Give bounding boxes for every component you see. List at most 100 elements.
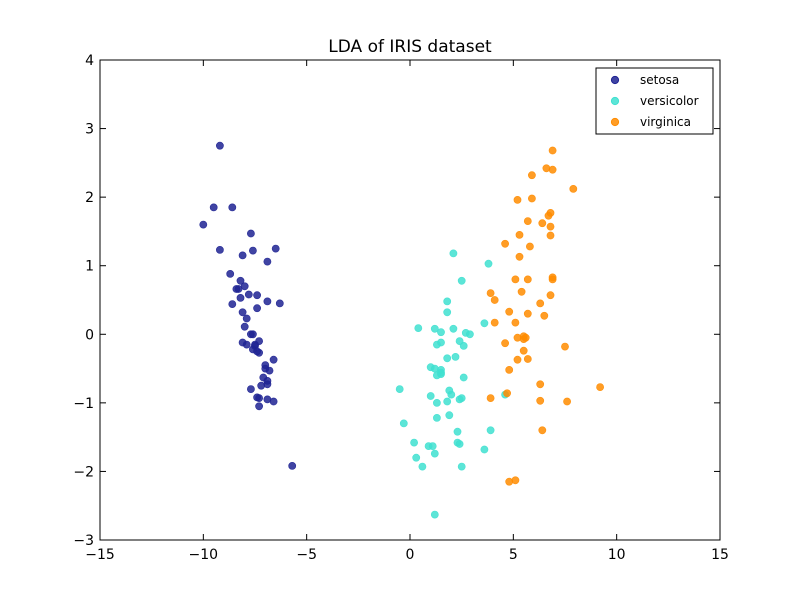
point-versicolor: [399, 419, 408, 428]
point-versicolor: [443, 397, 452, 406]
point-virginica: [546, 231, 555, 240]
x-tick-label: 10: [608, 547, 626, 563]
point-virginica: [513, 195, 522, 204]
point-virginica: [511, 318, 520, 327]
point-virginica: [519, 332, 528, 341]
point-setosa: [238, 251, 247, 260]
y-tick-label: 3: [85, 122, 94, 138]
x-tick-label: 5: [509, 547, 518, 563]
point-versicolor: [445, 411, 454, 420]
legend-marker-versicolor: [610, 96, 620, 106]
point-versicolor: [453, 427, 462, 436]
point-virginica: [519, 346, 528, 355]
point-virginica: [536, 299, 545, 308]
legend-marker-virginica: [610, 117, 620, 127]
point-setosa: [253, 291, 261, 300]
point-virginica: [523, 275, 532, 284]
point-virginica: [511, 275, 520, 284]
point-virginica: [536, 380, 545, 389]
legend-label-versicolor: versicolor: [640, 94, 699, 108]
point-versicolor: [426, 392, 435, 400]
point-versicolor: [484, 259, 493, 268]
point-virginica: [490, 296, 499, 304]
x-tick-label: −10: [189, 547, 219, 563]
series-setosa: [199, 141, 297, 470]
legend-label-setosa: setosa: [640, 73, 679, 87]
point-setosa: [253, 347, 261, 356]
plot-area: [99, 59, 721, 541]
y-tick-label: 1: [85, 259, 94, 275]
point-setosa: [251, 340, 259, 349]
legend-marker-setosa: [610, 75, 620, 85]
point-setosa: [246, 229, 255, 238]
point-setosa: [288, 461, 297, 470]
point-versicolor: [418, 462, 427, 471]
point-setosa: [255, 394, 263, 402]
point-virginica: [513, 355, 522, 364]
point-versicolor: [432, 371, 441, 380]
point-setosa: [255, 402, 263, 411]
x-tick-label: −15: [85, 547, 115, 563]
point-versicolor: [457, 276, 466, 285]
point-virginica: [528, 171, 536, 180]
point-versicolor: [437, 328, 445, 337]
point-versicolor: [410, 438, 418, 447]
point-versicolor: [430, 510, 439, 519]
point-versicolor: [443, 297, 452, 306]
y-axis: −3 −2 −1 0 1 2 3 4: [73, 53, 720, 549]
legend: setosa versicolor virginica: [595, 67, 714, 135]
point-virginica: [523, 309, 532, 318]
point-setosa: [246, 385, 255, 393]
point-virginica: [540, 311, 549, 320]
point-virginica: [515, 230, 524, 239]
point-virginica: [548, 275, 557, 284]
series-versicolor: [395, 249, 509, 519]
point-virginica: [546, 291, 555, 300]
point-virginica: [503, 389, 511, 398]
point-virginica: [538, 219, 547, 228]
point-versicolor: [457, 462, 466, 471]
point-virginica: [561, 342, 569, 351]
point-virginica: [501, 239, 509, 248]
point-setosa: [248, 330, 257, 339]
point-virginica: [548, 165, 557, 174]
point-virginica: [538, 426, 547, 435]
x-tick-label: 0: [406, 547, 415, 563]
point-setosa: [271, 244, 280, 253]
point-setosa: [226, 269, 235, 278]
point-setosa: [263, 297, 272, 306]
point-virginica: [505, 307, 514, 316]
y-tick-label: −2: [73, 464, 94, 480]
point-versicolor: [449, 324, 458, 333]
point-setosa: [228, 300, 237, 308]
series-virginica: [486, 146, 604, 486]
point-setosa: [263, 257, 272, 266]
chart-title: LDA of IRIS dataset: [328, 37, 492, 57]
point-virginica: [536, 396, 545, 405]
point-setosa: [265, 366, 274, 375]
point-setosa: [215, 141, 224, 150]
point-versicolor: [443, 308, 452, 317]
point-virginica: [511, 476, 520, 485]
point-versicolor: [486, 426, 495, 435]
point-versicolor: [395, 385, 404, 393]
x-tick-label: −5: [296, 547, 317, 563]
point-virginica: [517, 287, 526, 296]
point-versicolor: [449, 249, 458, 258]
point-virginica: [569, 184, 578, 193]
point-virginica: [523, 217, 532, 225]
point-versicolor: [480, 319, 489, 328]
point-versicolor: [428, 442, 437, 450]
point-versicolor: [414, 324, 423, 332]
point-versicolor: [451, 352, 460, 361]
point-setosa: [244, 290, 253, 299]
point-versicolor: [447, 390, 456, 399]
point-setosa: [261, 361, 270, 369]
point-virginica: [526, 242, 534, 251]
point-virginica: [546, 222, 555, 231]
point-virginica: [515, 252, 524, 261]
point-versicolor: [465, 330, 474, 339]
point-setosa: [240, 282, 249, 291]
point-versicolor: [432, 413, 441, 422]
